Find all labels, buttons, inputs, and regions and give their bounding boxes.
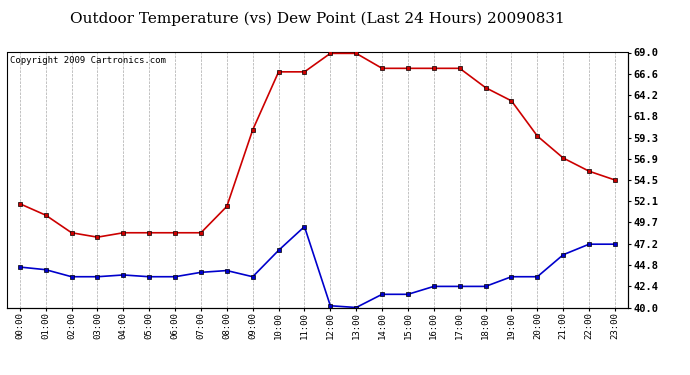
Text: Copyright 2009 Cartronics.com: Copyright 2009 Cartronics.com bbox=[10, 56, 166, 65]
Text: Outdoor Temperature (vs) Dew Point (Last 24 Hours) 20090831: Outdoor Temperature (vs) Dew Point (Last… bbox=[70, 11, 565, 26]
